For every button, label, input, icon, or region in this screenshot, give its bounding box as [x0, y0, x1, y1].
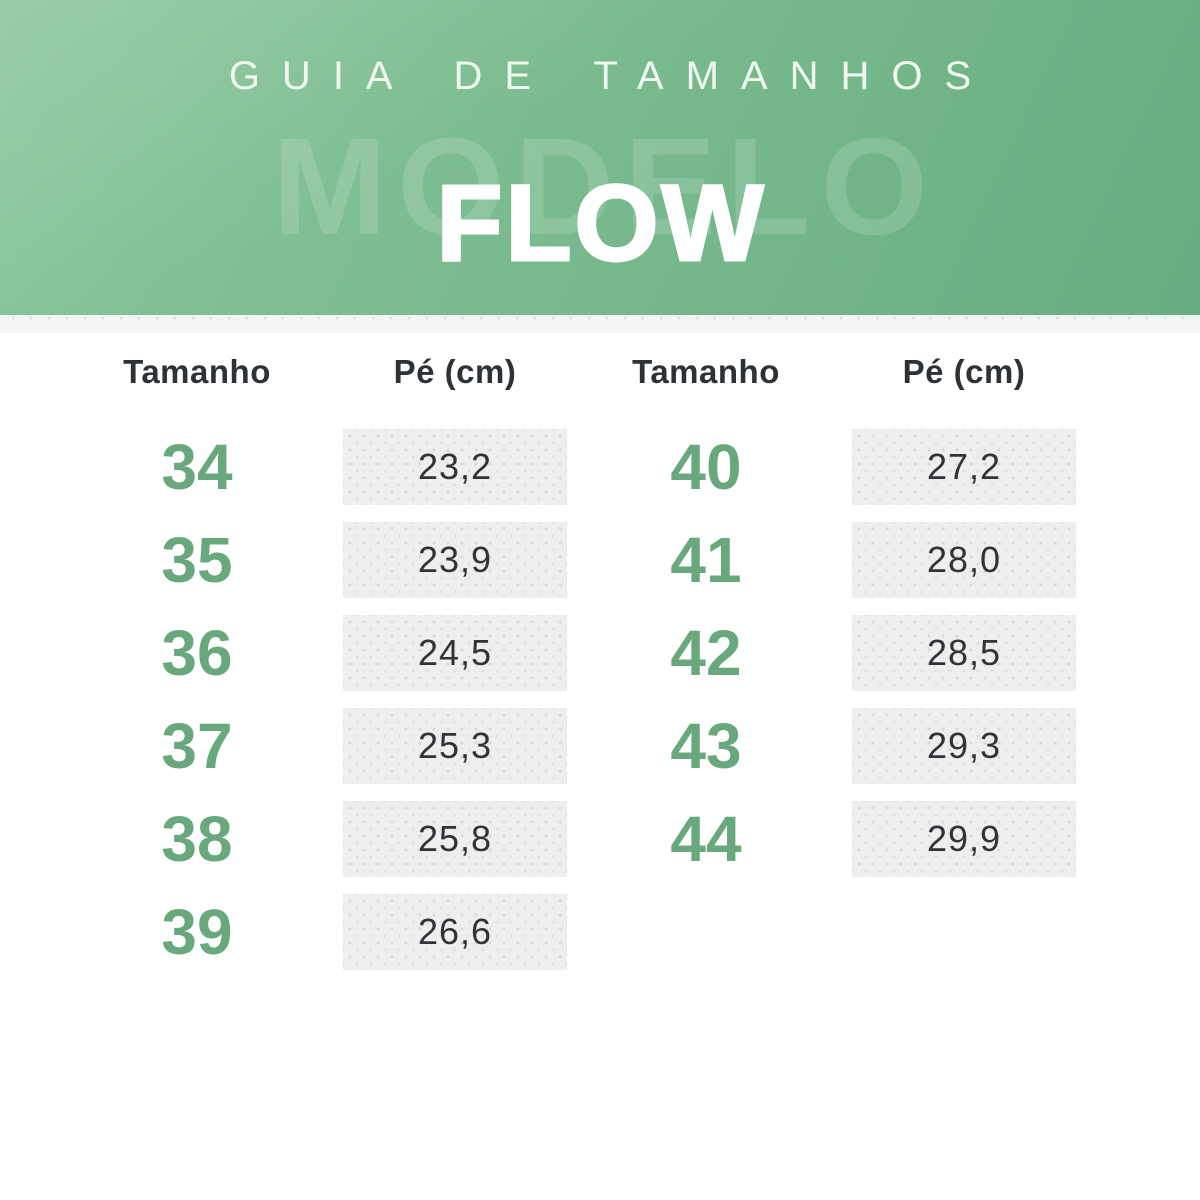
- column-header-tamanho: Tamanho: [123, 353, 271, 390]
- column-header-tamanho: Tamanho: [632, 353, 780, 390]
- size-cell: 38: [161, 803, 233, 875]
- column-header-pe-cm: Pé (cm): [902, 353, 1026, 390]
- size-cell: 39: [161, 896, 233, 968]
- foot-length-cell: 29,3: [852, 708, 1076, 784]
- size-cell: 44: [670, 803, 742, 875]
- size-table: Tamanho Pé (cm) 34 23,2 35 23,9 36 24,5 …: [0, 333, 1200, 987]
- size-cell: 34: [161, 431, 233, 503]
- size-cell: 41: [670, 524, 742, 596]
- foot-length-cell: 29,9: [852, 801, 1076, 877]
- model-watermark: MODELO: [272, 110, 938, 264]
- divider-strip: [0, 315, 1200, 333]
- foot-length-cell: 28,0: [852, 522, 1076, 598]
- size-cell: 36: [161, 617, 233, 689]
- foot-length-cell: 23,2: [343, 429, 567, 505]
- size-cell: 42: [670, 617, 742, 689]
- size-cell: 37: [161, 710, 233, 782]
- foot-length-cell: 28,5: [852, 615, 1076, 691]
- foot-length-cell: 26,6: [343, 894, 567, 970]
- header-banner: GUIA DE TAMANHOS MODELO FLOW: [0, 0, 1200, 315]
- size-cell: 43: [670, 710, 742, 782]
- column-header-pe-cm: Pé (cm): [393, 353, 517, 390]
- size-table-left: Tamanho Pé (cm) 34 23,2 35 23,9 36 24,5 …: [82, 351, 567, 987]
- model-name: FLOW: [435, 161, 767, 285]
- page-title: GUIA DE TAMANHOS: [228, 54, 994, 98]
- size-cell: 35: [161, 524, 233, 596]
- foot-length-cell: 25,8: [343, 801, 567, 877]
- foot-length-cell: 27,2: [852, 429, 1076, 505]
- foot-length-cell: 25,3: [343, 708, 567, 784]
- size-table-right: Tamanho Pé (cm) 40 27,2 41 28,0 42 28,5 …: [591, 351, 1076, 987]
- foot-length-cell: 24,5: [343, 615, 567, 691]
- foot-length-cell: 23,9: [343, 522, 567, 598]
- size-cell: 40: [670, 431, 742, 503]
